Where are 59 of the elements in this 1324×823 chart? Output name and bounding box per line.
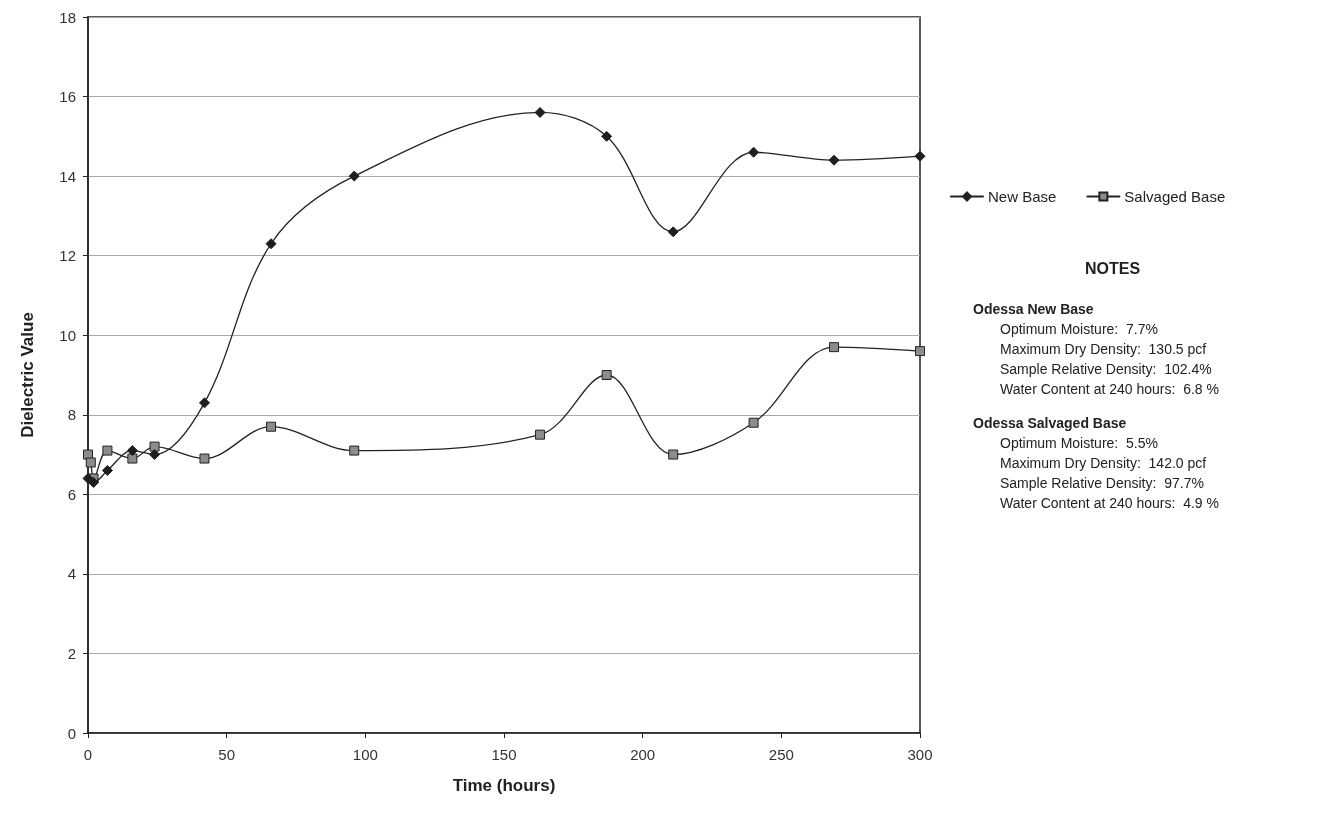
y-tick-label: 6 bbox=[67, 485, 76, 503]
text: Maximum Dry Density: 130.5 pcf bbox=[1000, 341, 1207, 357]
x-tick-label: 250 bbox=[768, 746, 794, 763]
point bbox=[829, 342, 840, 353]
point bbox=[85, 457, 96, 468]
legend-label: New Base bbox=[988, 188, 1057, 205]
legend-label: Salvaged Base bbox=[1124, 188, 1226, 205]
point bbox=[348, 170, 360, 182]
text: Sample Relative Density: 102.4% bbox=[1000, 361, 1212, 377]
text: Water Content at 240 hours: 6.8 % bbox=[1000, 381, 1219, 397]
point bbox=[198, 397, 210, 409]
point bbox=[82, 472, 94, 484]
point bbox=[748, 417, 759, 428]
text: Optimum Moisture: 5.5% bbox=[1000, 435, 1158, 451]
text: Odessa New Base bbox=[973, 301, 1094, 317]
point bbox=[914, 150, 926, 162]
x-tick-label: 100 bbox=[352, 746, 378, 763]
point bbox=[828, 154, 840, 166]
x-tick-label: 300 bbox=[907, 746, 933, 763]
x-axis-title: Time (hours) bbox=[452, 776, 556, 795]
text: Sample Relative Density: 97.7% bbox=[1000, 475, 1204, 491]
y-tick-label: 2 bbox=[67, 644, 76, 662]
point bbox=[265, 238, 277, 250]
text: Water Content at 240 hours: 4.9 % bbox=[1000, 495, 1219, 511]
point bbox=[127, 453, 138, 464]
text: NOTES bbox=[1085, 259, 1141, 277]
x-tick-label: 200 bbox=[630, 746, 656, 763]
point bbox=[149, 449, 161, 461]
y-tick-label: 14 bbox=[59, 167, 76, 185]
text: Optimum Moisture: 7.7% bbox=[1000, 321, 1158, 337]
y-tick-label: 4 bbox=[67, 565, 76, 583]
x-tick-label: 50 bbox=[218, 746, 236, 763]
point bbox=[915, 346, 925, 357]
point bbox=[199, 453, 210, 464]
text: Odessa Salvaged Base bbox=[973, 415, 1127, 431]
point bbox=[88, 476, 100, 488]
point bbox=[601, 130, 613, 142]
text: Maximum Dry Density: 142.0 pcf bbox=[1000, 455, 1207, 471]
y-axis-title: Dielectric Value bbox=[18, 312, 37, 438]
point bbox=[535, 429, 546, 440]
y-tick-label: 12 bbox=[59, 247, 76, 265]
y-tick-label: 18 bbox=[59, 8, 76, 26]
point bbox=[748, 146, 760, 158]
point bbox=[101, 464, 113, 476]
x-tick-label: 0 bbox=[83, 746, 93, 763]
point bbox=[601, 370, 612, 380]
x-tick-label: 150 bbox=[491, 746, 517, 763]
point bbox=[149, 441, 160, 452]
point bbox=[102, 445, 113, 456]
point bbox=[349, 445, 360, 456]
point bbox=[266, 421, 277, 432]
y-tick-label: 16 bbox=[59, 88, 76, 106]
y-tick-label: 10 bbox=[59, 326, 76, 344]
point bbox=[668, 449, 679, 460]
point bbox=[126, 445, 138, 457]
y-tick-label: 0 bbox=[67, 724, 76, 742]
point bbox=[667, 226, 679, 238]
point bbox=[534, 106, 546, 118]
y-tick-label: 8 bbox=[67, 406, 76, 424]
